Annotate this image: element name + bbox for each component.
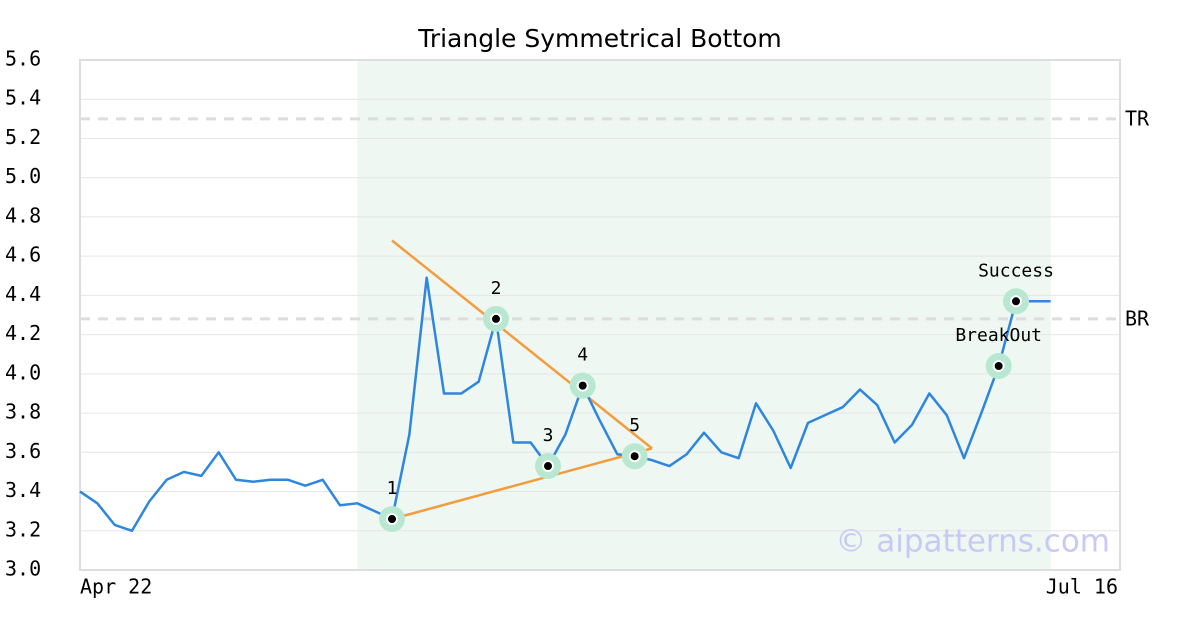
- y-tick-label: 3.4: [5, 478, 41, 502]
- trendline: [391, 447, 653, 521]
- pattern-label: Success: [978, 260, 1054, 281]
- x-tick-label: Jul 16: [1046, 575, 1118, 599]
- y-tick-label: 4.6: [5, 243, 41, 267]
- y-tick-label: 4.2: [5, 321, 41, 345]
- plot-frame: [79, 59, 1121, 571]
- y-tick-label: 3.0: [5, 557, 41, 581]
- pattern-point: [542, 460, 554, 473]
- y-tick-label: 3.8: [5, 400, 41, 424]
- watermark: © aipatterns.com: [835, 524, 1110, 560]
- y-tick-label: 4.0: [5, 360, 41, 384]
- pattern-point: [386, 513, 398, 525]
- y-tick-label: 4.8: [5, 203, 41, 227]
- pattern-point: [628, 450, 641, 463]
- price-line: [79, 276, 1051, 533]
- pattern-label: 1: [387, 478, 398, 499]
- y-tick-label: 3.2: [5, 517, 41, 541]
- pattern-label: 5: [629, 415, 640, 436]
- y-tick-label: 5.4: [5, 86, 41, 110]
- x-tick-label: Apr 22: [80, 575, 152, 599]
- level-label: TR: [1125, 106, 1150, 130]
- pattern-point: [490, 312, 502, 325]
- y-tick-label: 5.2: [5, 125, 41, 149]
- pattern-label: BreakOut: [955, 325, 1042, 346]
- chart-title: Triangle Symmetrical Bottom: [417, 24, 782, 53]
- pattern-point: [1010, 295, 1022, 308]
- pattern-label: 2: [491, 278, 502, 299]
- y-tick-label: 5.6: [5, 47, 41, 71]
- y-tick-label: 3.6: [5, 439, 41, 463]
- y-tick-label: 4.4: [5, 282, 41, 306]
- trendline: [391, 239, 653, 450]
- y-tick-label: 5.0: [5, 164, 41, 188]
- pattern-label: 4: [577, 345, 588, 366]
- pattern-point: [576, 379, 589, 392]
- pattern-label: 3: [543, 425, 554, 446]
- highlight-region: [357, 60, 1051, 570]
- pattern-point: [992, 360, 1005, 372]
- level-label: BR: [1125, 306, 1150, 330]
